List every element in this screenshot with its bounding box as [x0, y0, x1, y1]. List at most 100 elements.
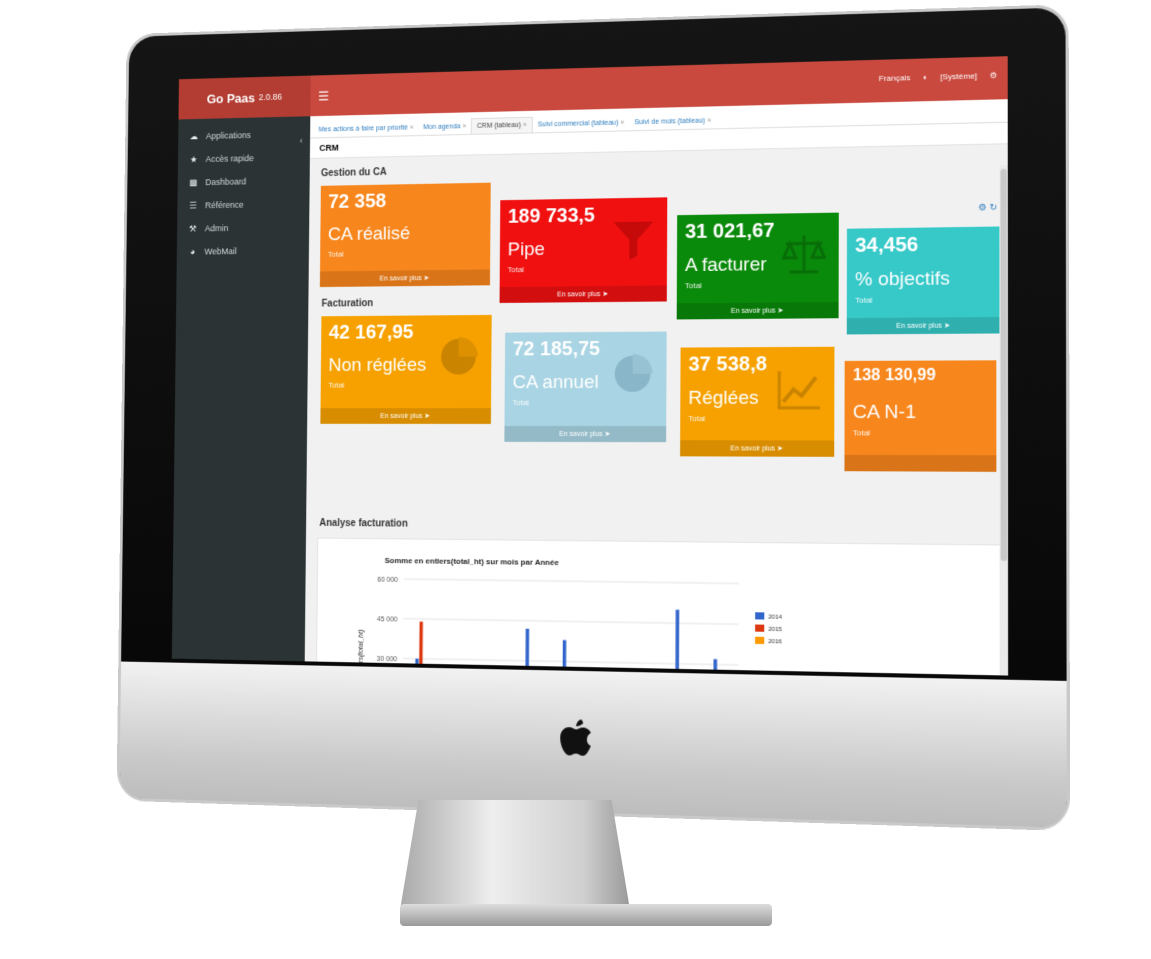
y-tick-label: 60 000 [377, 577, 398, 584]
kpi-card-ca-annuel[interactable]: 72 185,75 CA annuel Total En savoir plus… [504, 332, 666, 443]
brand[interactable]: Go Paas 2.0.86 [178, 76, 310, 120]
more-link[interactable]: En savoir plus ➤ [320, 408, 491, 424]
arrow-circle-icon: ➤ [424, 412, 430, 420]
close-icon[interactable]: × [410, 124, 414, 131]
sidebar-item-applications[interactable]: ☁ Applications [178, 122, 310, 148]
kpi-sub: Total [855, 296, 872, 305]
kpi-value: 37 538,8 [688, 353, 767, 377]
apple-logo-icon [557, 715, 595, 760]
kpi-label: Pipe [508, 239, 545, 261]
tab-label: Mes actions à faire par priorité [319, 125, 408, 134]
tab-crm[interactable]: CRM (tableau) × [471, 117, 533, 134]
app-name: Go Paas [207, 90, 255, 106]
more-link[interactable]: En savoir plus ➤ [680, 440, 834, 457]
kpi-label: A facturer [685, 254, 767, 277]
toggle-icon[interactable]: ◐ [923, 73, 928, 82]
kpi-label: CA N-1 [853, 402, 916, 425]
tab-mon-agenda[interactable]: Mon agenda × [418, 119, 471, 135]
pie-chart-icon [609, 350, 657, 398]
grid-line [403, 619, 739, 625]
section-title-facturation: Facturation [322, 298, 374, 309]
tab-mes-actions[interactable]: Mes actions à faire par priorité × [314, 120, 419, 137]
bar-2014 [525, 629, 529, 676]
more-label: En savoir plus [380, 413, 422, 420]
refresh-icon[interactable]: ↻ [989, 202, 997, 212]
tab-label: CRM (tableau) [477, 122, 521, 130]
kpi-label: CA réalisé [328, 223, 410, 246]
kpi-sub: Total [688, 414, 705, 423]
tab-suivi-mois[interactable]: Suivi de mois (tableau) × [629, 113, 716, 130]
app-version: 2.0.86 [259, 92, 282, 102]
more-link[interactable]: En savoir plus ➤ [504, 426, 666, 442]
kpi-sub: Total [685, 281, 702, 290]
kpi-label: % objectifs [855, 268, 950, 291]
sidebar-item-label: Admin [205, 223, 229, 233]
kpi-card-reglees[interactable]: 37 538,8 Réglées Total En savoir plus ➤ [680, 347, 834, 457]
kpi-value: 138 130,99 [853, 367, 936, 386]
screen: Go Paas 2.0.86 ☰ Français ◐ [Système] ⚙ … [172, 56, 1008, 675]
sidebar-item-admin[interactable]: ⚒ Admin [177, 215, 309, 240]
star-icon: ★ [189, 154, 198, 165]
kpi-sub: Total [328, 250, 344, 259]
more-label: En savoir plus [380, 275, 422, 282]
sidebar-item-acces-rapide[interactable]: ★ Accès rapide [178, 145, 310, 171]
kpi-card-a-facturer[interactable]: 31 021,67 A facturer Total En savoir plu… [677, 213, 839, 320]
kpi-label: Réglées [688, 388, 758, 410]
close-icon[interactable]: × [707, 117, 711, 124]
legend-label: 2015 [768, 627, 782, 634]
gear-icon[interactable]: ⚙ [978, 202, 986, 212]
more-link[interactable]: En savoir plus ➤ [500, 285, 667, 303]
scrollbar[interactable] [999, 165, 1008, 676]
arrow-circle-icon: ➤ [944, 321, 950, 329]
more-link[interactable]: En savoir plus ➤ [677, 302, 839, 320]
sidebar-item-webmail[interactable]: ◕ WebMail [177, 239, 309, 264]
pie-chart-icon [435, 333, 482, 381]
more-label: En savoir plus [559, 430, 602, 437]
funnel-icon [609, 215, 657, 264]
tab-label: Suivi commercial (tableau) [538, 120, 619, 129]
legend-swatch [755, 625, 764, 632]
kpi-label: Non réglées [328, 355, 426, 377]
kpi-value: 42 167,95 [329, 321, 414, 344]
tab-suivi-commercial[interactable]: Suivi commercial (tableau) × [533, 115, 630, 132]
more-link[interactable]: En savoir plus ➤ [320, 269, 490, 287]
main-content: Mes actions à faire par priorité × Mon ag… [305, 99, 1008, 675]
tab-label: Mon agenda [423, 123, 460, 131]
sidebar-item-label: Dashboard [205, 177, 246, 187]
sidebar-item-reference[interactable]: ☰ Référence [177, 192, 309, 217]
arrow-circle-icon: ➤ [777, 444, 783, 452]
scrollbar-thumb[interactable] [1000, 169, 1007, 561]
chart-panel: Somme en entiers(total_ht) sur mois par … [315, 538, 1008, 676]
kpi-card-pipe[interactable]: 189 733,5 Pipe Total En savoir plus ➤ [500, 197, 668, 303]
collapse-icon[interactable]: ‹ [300, 136, 303, 146]
menu-toggle-icon[interactable]: ☰ [318, 89, 329, 105]
kpi-card-ca-realise[interactable]: 72 358 CA réalisé Total En savoir plus ➤ [320, 183, 491, 287]
user-menu[interactable]: [Système] [940, 71, 977, 81]
imac-monitor: Go Paas 2.0.86 ☰ Français ◐ [Système] ⚙ … [119, 7, 1067, 827]
kpi-card-objectifs[interactable]: 34,456 % objectifs Total En savoir plus … [847, 226, 1001, 334]
trend-up-icon [775, 365, 824, 414]
bar-chart-icon: ▩ [189, 177, 198, 188]
language-selector[interactable]: Français [879, 73, 911, 83]
close-icon[interactable]: × [462, 123, 466, 130]
globe-icon: ◕ [188, 247, 197, 257]
kpi-value: 72 185,75 [513, 338, 600, 361]
close-icon[interactable]: × [523, 122, 527, 129]
more-link[interactable]: En savoir plus ➤ [847, 317, 1001, 334]
kpi-card-ca-n-1[interactable]: 138 130,99 CA N-1 Total [844, 360, 996, 472]
more-link[interactable] [844, 455, 996, 472]
arrow-circle-icon: ➤ [424, 274, 430, 282]
kpi-value: 34,456 [855, 234, 918, 258]
kpi-card-non-reglees[interactable]: 42 167,95 Non réglées Total En savoir pl… [320, 315, 491, 424]
chart-title: Somme en entiers(total_ht) sur mois par … [385, 556, 560, 567]
close-icon[interactable]: × [620, 119, 624, 126]
cloud-icon: ☁ [189, 131, 198, 142]
sidebar-item-label: Accès rapide [206, 153, 254, 164]
settings-icon[interactable]: ⚙ [990, 71, 998, 80]
sidebar-item-dashboard[interactable]: ▩ Dashboard [178, 169, 310, 195]
wrench-icon: ⚒ [188, 223, 197, 234]
arrow-circle-icon: ➤ [777, 306, 783, 314]
legend-swatch [755, 637, 764, 644]
arrow-circle-icon: ➤ [602, 290, 608, 298]
sidebar-item-label: Applications [206, 130, 251, 141]
